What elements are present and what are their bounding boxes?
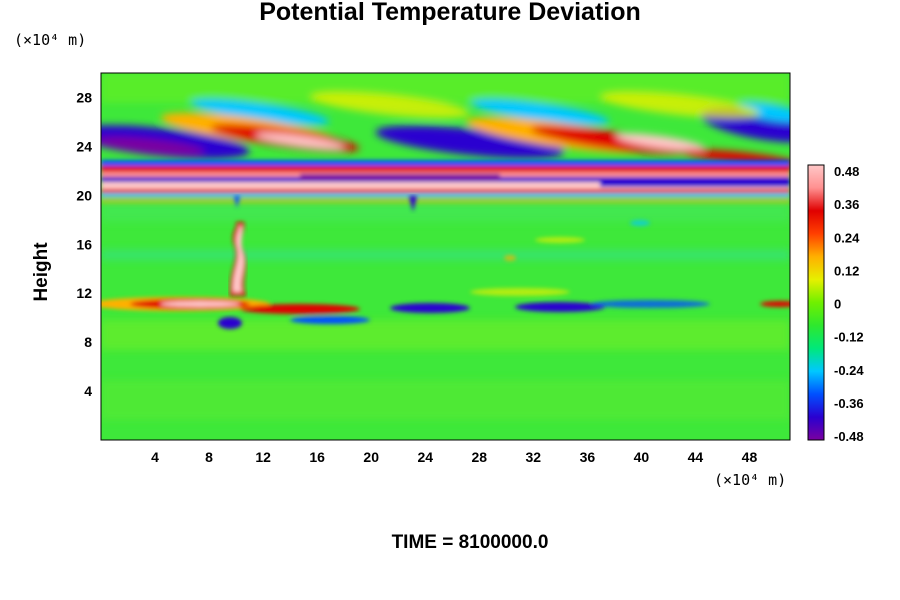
strong-layer-negative <box>101 160 790 168</box>
colorbar-label: -0.24 <box>834 363 864 378</box>
colorbar-label: 0.24 <box>834 230 860 245</box>
colorbar-labels: 0.48 0.36 0.24 0.12 0 -0.12 -0.24 -0.36 -0.48 <box>834 164 864 444</box>
x-tick-label: 44 <box>688 449 704 465</box>
mid-layer-positive <box>240 304 360 314</box>
negative-lobe <box>470 98 610 126</box>
y-tick-label: 8 <box>84 334 92 350</box>
strong-layer-fringe <box>101 196 790 204</box>
y-tick-label: 24 <box>76 138 92 154</box>
mid-layer-negative <box>390 303 470 313</box>
x-axis-unit: (×10⁴ m) <box>714 471 787 489</box>
field-patch <box>101 250 790 260</box>
positive-lobe <box>600 92 760 118</box>
mid-layer-negative <box>590 300 710 308</box>
y-tick-label: 12 <box>76 285 92 301</box>
y-axis-ticks: 4 8 12 16 20 24 28 <box>76 89 92 399</box>
y-tick-label: 20 <box>76 187 92 203</box>
y-tick-label: 28 <box>76 89 92 105</box>
x-tick-label: 48 <box>742 449 758 465</box>
positive-lobe <box>310 92 470 118</box>
field-patch <box>101 380 790 420</box>
plume-core <box>232 226 245 292</box>
chart-title: Potential Temperature Deviation <box>259 0 641 26</box>
x-axis-ticks: 4 8 12 16 20 24 28 32 36 40 44 48 <box>151 449 757 465</box>
x-tick-label: 8 <box>205 449 213 465</box>
colorbar: 0.48 0.36 0.24 0.12 0 -0.12 -0.24 -0.36 -0.48 <box>807 164 864 444</box>
x-tick-label: 24 <box>417 449 433 465</box>
colorbar-scale <box>807 164 825 441</box>
colorbar-label: -0.36 <box>834 396 864 411</box>
colorbar-label: 0 <box>834 297 841 312</box>
negative-lobe <box>101 136 205 156</box>
layer-spike <box>234 196 240 208</box>
positive-lobe <box>255 133 345 149</box>
positive-lobe <box>530 125 690 155</box>
x-tick-label: 36 <box>580 449 596 465</box>
colorbar-label: -0.48 <box>834 429 864 444</box>
colorbar-label: 0.48 <box>834 164 859 179</box>
mid-layer-negative <box>515 302 605 312</box>
x-tick-label: 32 <box>526 449 542 465</box>
y-tick-label: 16 <box>76 236 92 252</box>
mid-layer-positive <box>160 301 240 307</box>
strong-layer-negative <box>101 193 790 198</box>
plot-frame <box>100 72 791 441</box>
speckle <box>535 237 585 243</box>
x-tick-label: 20 <box>363 449 379 465</box>
strong-layer-positive <box>101 182 790 191</box>
x-tick-label: 28 <box>471 449 487 465</box>
x-tick-label: 40 <box>634 449 650 465</box>
colorbar-label: -0.12 <box>834 330 864 345</box>
x-tick-label: 4 <box>151 449 159 465</box>
y-axis-unit: (×10⁴ m) <box>14 31 87 49</box>
colorbar-label: 0.36 <box>834 197 859 212</box>
field-patch <box>101 320 790 350</box>
speckle <box>504 255 516 261</box>
speckle <box>630 220 650 226</box>
mid-layer-positive <box>470 288 570 296</box>
mid-layer-positive <box>760 301 790 307</box>
positive-lobe <box>615 133 705 151</box>
strong-layer-negative <box>600 182 790 187</box>
negative-lobe <box>190 98 330 126</box>
y-tick-label: 4 <box>84 383 92 399</box>
layer-spike <box>409 196 417 212</box>
time-label: TIME = 8100000.0 <box>391 532 549 553</box>
strong-layer-positive <box>101 189 790 193</box>
heatmap-plot-area <box>101 73 790 440</box>
negative-lobe <box>735 102 790 122</box>
strong-layer-negative <box>101 177 790 184</box>
mid-layer-negative <box>290 316 370 324</box>
mid-layer-negative <box>218 317 242 329</box>
colorbar-label: 0.12 <box>834 263 859 278</box>
negative-lobe <box>375 125 565 159</box>
field-patch <box>101 200 790 222</box>
strong-layer-negative <box>300 174 500 180</box>
x-tick-label: 12 <box>255 449 271 465</box>
strong-layer-positive <box>101 166 790 174</box>
x-tick-label: 16 <box>309 449 325 465</box>
